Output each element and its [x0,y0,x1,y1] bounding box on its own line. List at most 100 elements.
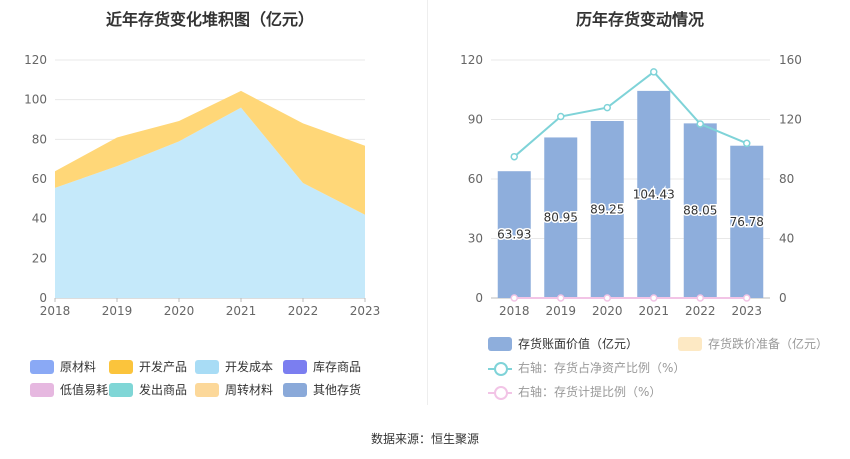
legend-item[interactable]: 低值易耗品 [30,381,120,398]
legend-label: 存货账面价值（亿元） [518,337,639,351]
line-point [603,103,611,112]
legend-item[interactable]: 库存商品 [283,358,361,375]
legend-item[interactable]: 右轴：存货占净资产比例（%） [488,359,685,376]
legend-label: 周转材料 [225,383,274,397]
legend-label: 低值易耗品 [60,383,121,397]
y2-tick-label: 120 [779,113,802,127]
panel-divider [427,0,428,405]
y-tick-label: 60 [32,172,47,186]
x-tick-label: 2018 [499,304,530,318]
legend-swatch [109,359,133,374]
x-tick-label: 2020 [164,304,195,318]
legend-swatch [195,359,219,374]
y-tick-label: 120 [24,53,47,67]
bar-value-label: 80.95 [544,211,578,225]
legend-label: 发出商品 [139,383,188,397]
bar [683,123,717,299]
x-tick-label: 2019 [545,304,576,318]
bar [637,90,671,299]
bar [497,171,531,298]
legend-swatch [109,382,133,397]
y-tick-label: 80 [32,132,47,146]
bar [590,120,624,298]
y2-tick-label: 80 [779,172,794,186]
legend-swatch [283,359,307,374]
legend-swatch [30,382,54,397]
y-tick-label: 30 [468,232,483,246]
line-point [696,120,704,128]
line-point [510,294,518,302]
right-legend: 存货账面价值（亿元） 存货跌价准备（亿元） 右轴：存货占净资产比例（%） 右轴：存货计… [428,335,850,405]
stacked-area-chart: 0 20 40 60 80 100 120 2018 2019 2020 2021 2022 2023 [24,53,381,318]
legend-label: 存货跌价准备（亿元） [708,337,829,351]
x-tick-label: 2019 [102,304,133,318]
legend-item[interactable]: 存货账面价值（亿元） [488,335,638,352]
legend-item[interactable]: 开发成本 [195,358,273,375]
bar-value-label: 88.05 [683,204,717,218]
left-legend: 原材料 开发产品 开发成本 库存商品低值易耗品 发出商品 周转材料 其他存货 [0,358,420,402]
x-tick-label: 2022 [288,304,319,318]
legend-label: 右轴：存货占净资产比例（%） [518,361,686,375]
y-tick-label: 0 [39,291,47,305]
y-tick-label: 0 [475,291,483,305]
legend-item[interactable]: 原材料 [30,358,96,375]
x-tick-label: 2023 [350,304,381,318]
legend-item[interactable]: 发出商品 [109,381,187,398]
y2-tick-label: 160 [779,53,802,67]
y-tick-label: 60 [468,172,483,186]
line-point [603,294,611,302]
x-tick-label: 2023 [731,304,762,318]
bar-value-label: 104.43 [633,187,675,201]
legend-label: 原材料 [60,360,97,374]
line-point [743,294,751,302]
x-tick-label: 2021 [638,304,669,318]
legend-swatch [30,359,54,374]
line-point [743,139,751,148]
bar-value-label: 89.25 [590,202,624,216]
inventory-combo-chart: 0 30 60 90 120 0 40 80 120 160 2018 2019 2020 2021 202… [460,53,802,318]
y-tick-label: 100 [24,93,47,107]
line-point [557,112,565,121]
line-point [510,152,518,161]
bar-value-label: 76.78 [730,215,764,229]
bar [544,137,578,298]
y2-tick-label: 0 [779,291,787,305]
legend-label: 开发产品 [139,360,188,374]
line-point [650,294,658,302]
bar-value-label: 63.93 [497,228,531,242]
x-tick-label: 2021 [226,304,257,318]
x-tick-label: 2020 [592,304,623,318]
line-series [513,70,748,158]
y2-tick-label: 40 [779,232,794,246]
legend-item[interactable]: 其他存货 [283,381,361,398]
legend-label: 其他存货 [313,383,362,397]
y-tick-label: 90 [468,113,483,127]
line-point [696,294,704,302]
bar [730,145,764,298]
left-chart-title: 近年存货变化堆积图（亿元） [105,10,314,29]
legend-swatch [678,336,702,351]
line-point [650,68,658,76]
right-chart-title: 历年存货变动情况 [575,10,704,29]
y-tick-label: 40 [32,212,47,226]
legend-swatch [283,382,307,397]
area-series-开发成本 [55,107,365,298]
legend-item[interactable]: 存货跌价准备（亿元） [678,335,828,352]
data-source-note: 数据来源：恒生聚源 [370,432,479,446]
legend-label: 开发成本 [225,360,274,374]
x-tick-label: 2022 [685,304,716,318]
y-tick-label: 120 [460,53,483,67]
legend-item[interactable]: 周转材料 [195,381,273,398]
legend-swatch [488,385,512,400]
legend-label: 库存商品 [313,360,362,374]
legend-label: 右轴：存货计提比例（%） [518,385,662,399]
y-tick-label: 20 [32,251,47,265]
legend-item[interactable]: 开发产品 [109,358,187,375]
legend-swatch [488,361,512,376]
x-tick-label: 2018 [40,304,71,318]
line-point [557,294,565,302]
legend-swatch [488,336,512,351]
legend-swatch [195,382,219,397]
legend-item[interactable]: 右轴：存货计提比例（%） [488,383,661,400]
area-series-开发产品 [55,90,365,215]
